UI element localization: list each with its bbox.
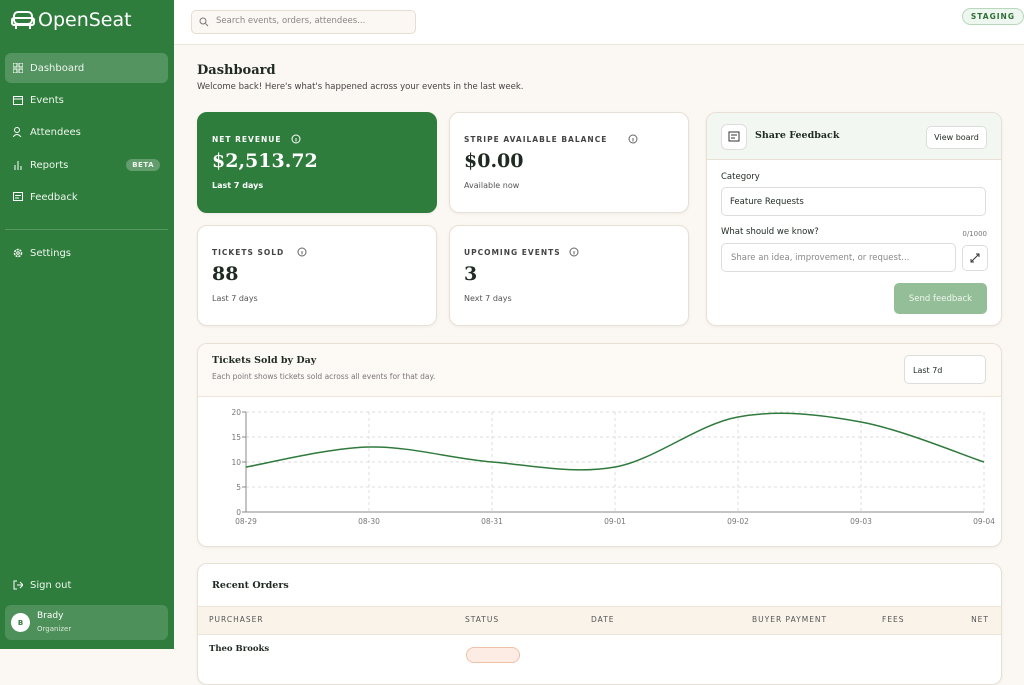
nav-item[interactable]: Dashboard	[5, 53, 168, 83]
stat-note: Last 7 days	[212, 181, 264, 190]
category-label: Category	[721, 172, 760, 182]
sidebar: OpenSeat Dashboard Events Attendees Repo…	[0, 0, 174, 649]
chart-title: Tickets Sold by Day	[212, 355, 317, 366]
x-tick-label: 08-30	[358, 517, 380, 526]
nav-label: Attendees	[30, 126, 81, 138]
nav-label: Reports	[30, 159, 69, 171]
column-header: DATE	[591, 615, 615, 624]
divider	[5, 229, 168, 230]
char-counter: 0/1000	[962, 230, 987, 238]
nav-item[interactable]: Settings	[5, 238, 168, 268]
stat-card: UPCOMING EVENTS 3 Next 7 days	[449, 225, 689, 326]
category-select[interactable]: Feature Requests	[721, 187, 986, 216]
y-tick-label: 20	[231, 408, 241, 417]
y-tick-label: 5	[236, 483, 241, 492]
chart-subtitle: Each point shows tickets sold across all…	[212, 372, 436, 381]
orders-header-row	[198, 606, 1001, 635]
range-select[interactable]: Last 7d	[904, 355, 986, 384]
stat-card: STRIPE AVAILABLE BALANCE $0.00 Available n…	[449, 112, 689, 213]
beta-badge: BETA	[126, 159, 160, 171]
column-header: STATUS	[465, 615, 500, 624]
stat-value: 88	[212, 263, 239, 285]
orders-title: Recent Orders	[212, 580, 289, 591]
sign-out[interactable]: Sign out	[5, 570, 168, 600]
y-tick-label: 15	[231, 433, 241, 442]
purchaser-cell: Theo Brooks	[209, 644, 270, 654]
y-tick-label: 0	[236, 508, 241, 517]
nav-item[interactable]: Feedback	[5, 182, 168, 212]
user-box[interactable]: B Brady Organizer	[5, 605, 168, 640]
feedback-icon	[721, 124, 747, 150]
x-tick-label: 09-01	[604, 517, 626, 526]
info-icon	[569, 247, 579, 257]
nav-item[interactable]: Attendees	[5, 117, 168, 147]
nav-label: Feedback	[30, 191, 78, 203]
nav-label: Settings	[30, 247, 72, 259]
info-icon	[291, 134, 301, 144]
feedback-card: Share Feedback View board Category Featu…	[706, 112, 1002, 326]
column-header: NET	[971, 615, 989, 624]
stat-card: TICKETS SOLD 88 Last 7 days	[197, 225, 437, 326]
nav-label: Events	[30, 94, 64, 106]
stat-label: STRIPE AVAILABLE BALANCE	[464, 135, 608, 144]
stat-value: 3	[464, 263, 478, 285]
x-tick-label: 09-02	[727, 517, 749, 526]
status-pill	[466, 647, 520, 663]
stat-note: Available now	[464, 181, 520, 190]
stat-label: NET REVENUE	[212, 135, 282, 144]
feedback-input[interactable]: Share an idea, improvement, or request..…	[721, 243, 956, 272]
question-label: What should we know?	[721, 227, 819, 237]
stat-note: Last 7 days	[212, 294, 258, 303]
view-board-button[interactable]: View board	[926, 126, 987, 149]
stat-card: NET REVENUE $2,513.72 Last 7 days	[197, 112, 437, 213]
chart-card: Tickets Sold by Day Each point shows tic…	[197, 343, 1002, 547]
stat-note: Next 7 days	[464, 294, 512, 303]
env-badge: STAGING	[961, 8, 1024, 25]
x-tick-label: 08-29	[235, 517, 257, 526]
info-icon	[628, 134, 638, 144]
column-header: BUYER PAYMENT	[752, 615, 828, 624]
y-tick-label: 10	[231, 458, 241, 467]
nav-item[interactable]: Reports BETA	[5, 150, 168, 180]
stat-value: $2,513.72	[212, 150, 318, 172]
sign-out-label: Sign out	[30, 579, 72, 591]
logo-icon	[11, 11, 35, 29]
expand-button[interactable]	[962, 245, 988, 271]
search-box[interactable]: Search events, orders, attendees...	[191, 10, 416, 34]
orders-card: Recent Orders PURCHASER STATUS DATE BUYER P…	[197, 563, 1002, 685]
column-header: PURCHASER	[209, 615, 264, 624]
x-tick-label: 09-04	[973, 517, 995, 526]
stat-label: UPCOMING EVENTS	[464, 248, 561, 257]
info-icon	[297, 247, 307, 257]
stat-value: $0.00	[464, 150, 524, 172]
feedback-title: Share Feedback	[755, 130, 840, 141]
user-name: Brady	[37, 611, 64, 621]
x-tick-label: 08-31	[481, 517, 503, 526]
stat-label: TICKETS SOLD	[212, 248, 285, 257]
user-role: Organizer	[37, 625, 72, 633]
nav-item[interactable]: Events	[5, 85, 168, 115]
send-feedback-button[interactable]: Send feedback	[894, 283, 987, 314]
page-title: Dashboard	[197, 63, 276, 78]
x-tick-label: 09-03	[850, 517, 872, 526]
brand: OpenSeat	[38, 9, 132, 31]
line-series	[245, 412, 985, 471]
nav-label: Dashboard	[30, 62, 85, 74]
chart-plot: 0 5 10 15 20 08-29 08-30 08-31 09-01 09-02 09-03 09…	[231, 408, 995, 526]
search-placeholder: Search events, orders, attendees...	[216, 16, 366, 26]
column-header: FEES	[882, 615, 905, 624]
page-subtitle: Welcome back! Here's what's happened acr…	[197, 82, 524, 92]
avatar: B	[11, 613, 30, 632]
topbar: Search events, orders, attendees... STAG…	[174, 0, 1024, 45]
chart-header	[198, 344, 1001, 397]
